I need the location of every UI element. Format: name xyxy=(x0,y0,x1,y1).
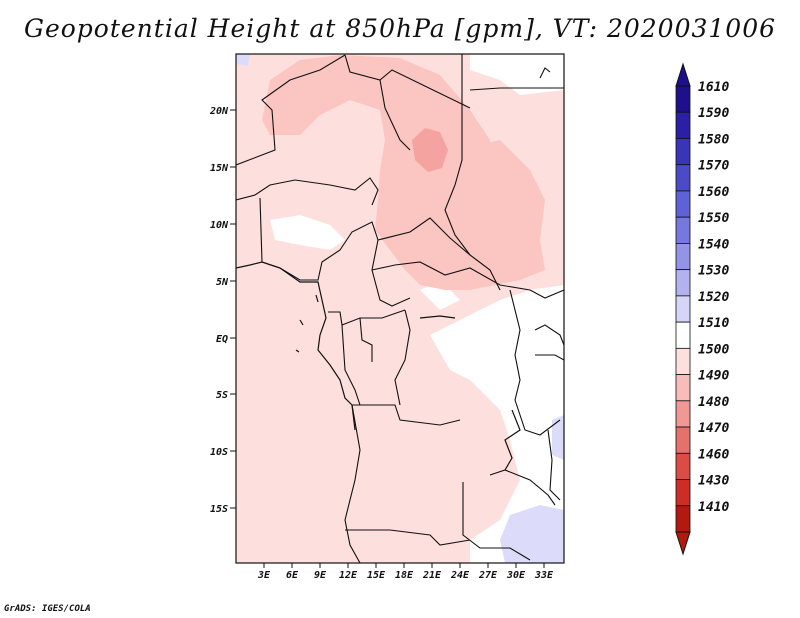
colorbar-swatch xyxy=(675,164,691,192)
country-borders xyxy=(236,54,564,563)
field-white-ne xyxy=(470,54,564,95)
field-white-east xyxy=(430,285,564,563)
lon-label: 30E xyxy=(506,570,526,581)
colorbar-swatch xyxy=(675,400,691,428)
field-lavender-nw xyxy=(236,54,250,66)
colorbar-label: 1570 xyxy=(698,159,729,174)
colorbar-swatch xyxy=(675,374,691,402)
field-white-patch xyxy=(420,280,460,310)
lat-label: 20N xyxy=(209,106,229,117)
colorbar-label: 1470 xyxy=(698,421,729,436)
colorbar-label: 1560 xyxy=(698,185,729,200)
colorbar-label: 1410 xyxy=(698,500,729,515)
colorbar-label: 1430 xyxy=(698,474,729,489)
grads-credit: GrADS: IGES/COLA xyxy=(4,604,91,614)
field-dark-center xyxy=(412,128,448,172)
colorbar-bottom-arrow xyxy=(675,531,691,556)
colorbar-swatch xyxy=(675,321,691,349)
colorbar-swatch xyxy=(675,295,691,323)
colorbar-swatch xyxy=(675,111,691,139)
lat-label: 5N xyxy=(216,277,229,288)
colorbar-label: 1480 xyxy=(698,395,729,410)
colorbar-label: 1550 xyxy=(698,211,729,226)
field-white-nigeria xyxy=(270,215,345,250)
colorbar-label: 1530 xyxy=(698,264,729,279)
lon-label: 24E xyxy=(450,570,470,581)
lon-label: 15E xyxy=(367,570,386,581)
lon-label: 6E xyxy=(286,570,299,581)
colorbar-swatch xyxy=(675,190,691,218)
colorbar-top-arrow xyxy=(675,62,691,87)
colorbar: 1610 1590 1580 1570 1560 1550 1540 1530 1520 1510… xyxy=(675,62,729,556)
colorbar-swatch xyxy=(675,138,691,166)
lat-axis: 20N 15N 10N 5N EQ 5S 10S 15S xyxy=(209,106,236,515)
colorbar-swatch xyxy=(675,269,691,297)
colorbar-swatch xyxy=(675,243,691,271)
lat-label: 15N xyxy=(210,163,229,174)
colorbar-swatch xyxy=(675,426,691,454)
field-lavender-se xyxy=(500,505,564,563)
lon-label: 33E xyxy=(534,570,554,581)
lon-label: 21E xyxy=(422,570,442,581)
colorbar-label: 1510 xyxy=(698,316,729,331)
colorbar-swatch xyxy=(675,85,691,113)
lon-axis: 3E 6E 9E 12E 15E 18E 21E 24E 27E 30E 33E xyxy=(257,563,554,581)
lat-label: 10N xyxy=(210,220,229,231)
field-mid-east xyxy=(455,140,545,250)
lat-label: 15S xyxy=(210,504,228,515)
colorbar-label: 1520 xyxy=(698,290,729,305)
colorbar-swatch xyxy=(675,347,691,375)
colorbar-label: 1460 xyxy=(698,447,729,462)
field-lavender-lake xyxy=(552,415,564,460)
colorbar-swatch xyxy=(675,216,691,244)
colorbar-label: 1610 xyxy=(698,80,729,95)
lon-label: 3E xyxy=(257,570,271,581)
field-mid-north xyxy=(262,55,545,290)
colorbar-swatch xyxy=(675,505,691,533)
lon-label: 27E xyxy=(478,570,498,581)
lat-label: EQ xyxy=(216,334,228,345)
lat-label: 10S xyxy=(210,447,228,458)
lat-label: 5S xyxy=(216,390,228,401)
colorbar-swatch xyxy=(675,479,691,507)
colorbar-swatch xyxy=(675,452,691,480)
lon-label: 18E xyxy=(395,570,414,581)
colorbar-label: 1590 xyxy=(698,106,729,121)
colorbar-label: 1540 xyxy=(698,237,729,252)
map-title: Geopotential Height at 850hPa [gpm], VT:… xyxy=(23,14,777,43)
lon-label: 12E xyxy=(339,570,358,581)
colorbar-label: 1580 xyxy=(698,132,729,147)
colorbar-label: 1500 xyxy=(698,342,729,357)
map-frame xyxy=(235,53,565,564)
coastline xyxy=(236,261,521,471)
lon-label: 9E xyxy=(314,570,327,581)
colorbar-label: 1490 xyxy=(698,369,729,384)
